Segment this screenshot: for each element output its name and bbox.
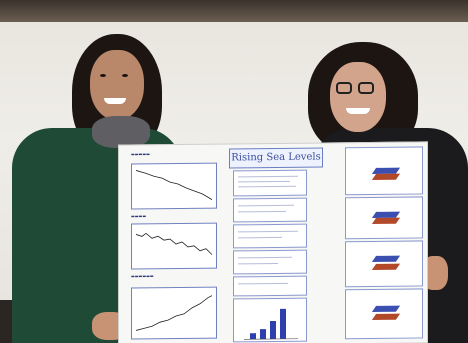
poster-title: Rising Sea Levels bbox=[231, 151, 321, 164]
poster-text-box-3 bbox=[233, 223, 307, 249]
map-plate-blue bbox=[371, 305, 401, 312]
person-right-smile bbox=[346, 108, 370, 114]
poster-line-chart-3 bbox=[131, 286, 217, 340]
person-left-smile bbox=[104, 98, 126, 104]
map-plate-red bbox=[371, 313, 401, 320]
text-line bbox=[238, 230, 298, 233]
text-line bbox=[238, 180, 290, 183]
text-line bbox=[238, 175, 298, 178]
poster-text-box-1 bbox=[233, 169, 307, 197]
person-left-eye bbox=[100, 74, 106, 77]
poster-text-box-4 bbox=[233, 249, 307, 275]
chart-caption-3: ▬▬▬▬▬▬ bbox=[131, 273, 154, 279]
text-line bbox=[238, 256, 292, 259]
person-right-face bbox=[330, 62, 386, 132]
chart-3-line bbox=[135, 295, 213, 331]
headphones-icon bbox=[92, 116, 150, 148]
text-line bbox=[238, 204, 294, 207]
poster-text-box-2 bbox=[233, 197, 307, 223]
text-line bbox=[238, 262, 278, 265]
chart-caption-1: ▬▬▬▬▬ bbox=[131, 151, 150, 157]
text-line bbox=[238, 185, 296, 188]
poster-text-box-5 bbox=[233, 275, 307, 297]
map-plate-red bbox=[371, 173, 401, 180]
poster-map-panel-4 bbox=[345, 288, 423, 340]
text-line bbox=[238, 282, 288, 285]
text-line bbox=[238, 210, 286, 213]
bar bbox=[260, 329, 266, 340]
poster-title-box: Rising Sea Levels bbox=[229, 147, 323, 169]
chart-1-line bbox=[135, 170, 213, 200]
bar bbox=[250, 333, 256, 340]
bar bbox=[270, 320, 276, 340]
chart-2-line bbox=[135, 232, 213, 255]
science-poster: ▬▬▬▬▬ ▬▬▬▬ ▬▬▬▬▬▬ Rising Sea Levels bbox=[118, 141, 428, 343]
map-plate-red bbox=[371, 217, 401, 224]
poster-map-panel-3 bbox=[345, 240, 423, 288]
person-left-face bbox=[90, 50, 144, 120]
map-plate-red bbox=[371, 263, 401, 270]
text-line bbox=[238, 236, 282, 239]
poster-line-chart-2 bbox=[131, 222, 217, 270]
map-plate-blue bbox=[371, 255, 401, 262]
bar-chart-graphic bbox=[244, 308, 298, 340]
poster-map-panel-2 bbox=[345, 196, 423, 240]
poster-line-chart-1 bbox=[131, 162, 217, 210]
person-right-glasses bbox=[358, 82, 374, 94]
bar bbox=[280, 308, 286, 339]
poster-left-column: ▬▬▬▬▬ ▬▬▬▬ ▬▬▬▬▬▬ bbox=[123, 147, 218, 343]
wall-trim bbox=[0, 0, 468, 22]
poster-bar-chart bbox=[233, 297, 307, 343]
chart-caption-2: ▬▬▬▬ bbox=[131, 213, 147, 219]
person-right-glasses bbox=[336, 82, 352, 94]
person-left-eye bbox=[122, 74, 128, 77]
poster-map-panel-1 bbox=[345, 146, 423, 196]
bar-axis bbox=[244, 338, 298, 340]
